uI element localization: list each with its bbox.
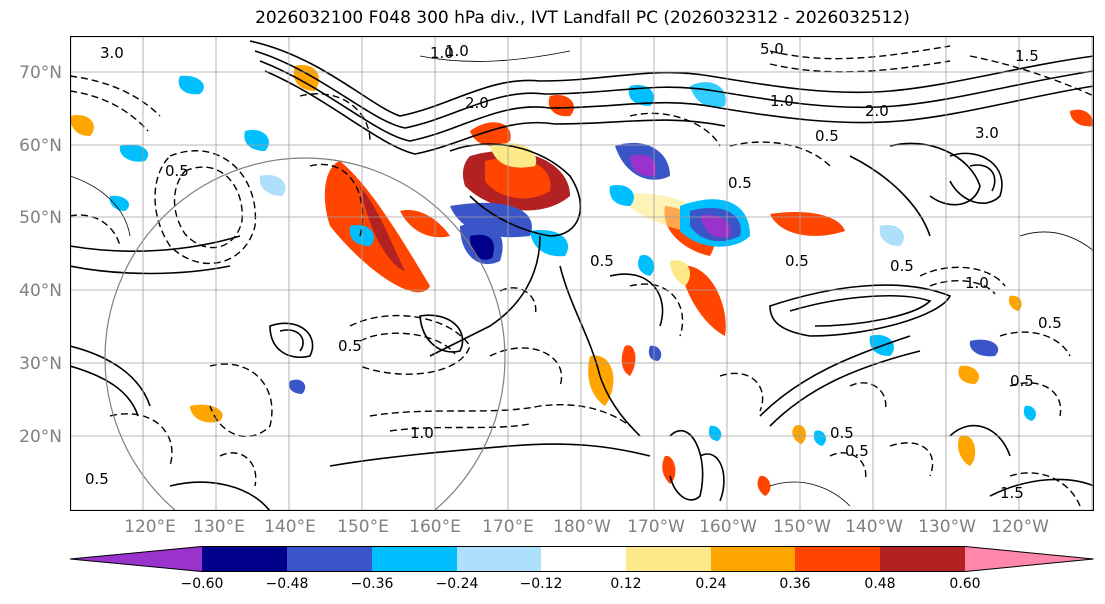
lon-label: 170°E <box>482 517 534 537</box>
colorbar-segment <box>795 546 880 572</box>
lon-label: 180°W <box>553 517 611 537</box>
colorbar-segment <box>202 546 287 572</box>
colorbar-tick-label: −0.48 <box>265 576 309 592</box>
contour-label: 0.5 <box>830 424 854 442</box>
region-circle <box>104 157 506 511</box>
contour-label: 0.5 <box>785 252 809 270</box>
contour-label: 2.0 <box>465 94 489 112</box>
contour-label: 2.0 <box>865 102 889 120</box>
colorbar-segment <box>457 546 541 572</box>
lon-label: 160°W <box>699 517 757 537</box>
contour-label: 0.5 <box>165 162 189 180</box>
thin-contours <box>70 50 1094 507</box>
contour-labels: 3.0 1.0 2.0 5.0 1.5 0.5 0.5 0.5 1.0 2.0 … <box>85 40 1062 502</box>
contour-label: 1.0 <box>430 44 454 62</box>
colorbar-tick-label: −0.36 <box>350 576 394 592</box>
colorbar-tick-label: −0.12 <box>519 576 563 592</box>
colorbar <box>70 546 1094 572</box>
colorbar-extend-high <box>965 546 1094 572</box>
colorbar-tick-label: −0.60 <box>180 576 224 592</box>
colorbar-tick-label: 0.12 <box>610 576 642 592</box>
colorbar-segment <box>711 546 795 572</box>
lat-label: 50°N <box>19 208 62 228</box>
colorbar-segment <box>287 546 372 572</box>
contour-label: 5.0 <box>760 40 784 58</box>
lon-label: 130°E <box>193 517 245 537</box>
contour-label: 0.5 <box>890 257 914 275</box>
map-gridlines <box>70 36 1094 511</box>
lon-label: 130°W <box>918 517 976 537</box>
map-background <box>70 36 1094 511</box>
colorbar-extend-low <box>70 546 202 572</box>
contour-label: 1.5 <box>1015 47 1039 65</box>
lat-label: 30°N <box>19 354 62 374</box>
contour-label: 1.0 <box>410 424 434 442</box>
contour-label: 0.5 <box>1010 372 1034 390</box>
lon-label: 160°E <box>409 517 461 537</box>
contour-label: 3.0 <box>975 124 999 142</box>
lat-label: 40°N <box>19 281 62 301</box>
lon-label: 150°W <box>773 517 831 537</box>
lat-label: 70°N <box>19 63 62 83</box>
lon-label: 170°W <box>627 517 685 537</box>
colorbar-segment <box>372 546 457 572</box>
dashed-contours <box>70 45 1094 507</box>
contour-label: 0.5 <box>590 252 614 270</box>
contour-label: 1.5 <box>1000 484 1024 502</box>
lon-label: 150°E <box>337 517 389 537</box>
contour-label: 0.5 <box>85 470 109 488</box>
lon-label: 140°E <box>264 517 316 537</box>
contour-label: 1.0 <box>965 274 989 292</box>
contour-label: 0.5 <box>338 337 362 355</box>
solid-contours <box>70 40 1094 511</box>
lon-label: 120°W <box>991 517 1049 537</box>
contour-label: 0.5 <box>815 127 839 145</box>
map-frame <box>70 36 1094 511</box>
shaded-divergence <box>70 65 1094 496</box>
colorbar-tick-label: 0.48 <box>864 576 896 592</box>
lon-label: 140°W <box>845 517 903 537</box>
colorbar-outline <box>70 546 1094 572</box>
lon-label: 120°E <box>124 517 176 537</box>
contour-label: 0.5 <box>728 174 752 192</box>
lat-label: 20°N <box>19 427 62 447</box>
colorbar-tick-label: 0.36 <box>779 576 811 592</box>
contour-label: 3.0 <box>100 44 124 62</box>
contour-label: 1.0 <box>445 42 469 60</box>
contour-label: 0.5 <box>1038 314 1062 332</box>
colorbar-tick-label: −0.24 <box>435 576 479 592</box>
map-plot: 3.0 1.0 2.0 5.0 1.5 0.5 0.5 0.5 1.0 2.0 … <box>70 36 1094 511</box>
colorbar-segment <box>626 546 711 572</box>
colorbar-segment <box>541 546 626 572</box>
colorbar-tick-label: 0.60 <box>949 576 981 592</box>
contour-label: 0.5 <box>845 442 869 460</box>
contour-label: 1.0 <box>770 92 794 110</box>
lat-label: 60°N <box>19 136 62 156</box>
figure-title: 2026032100 F048 300 hPa div., IVT Landfa… <box>255 8 910 28</box>
colorbar-tick-label: 0.24 <box>695 576 727 592</box>
colorbar-segment <box>880 546 965 572</box>
